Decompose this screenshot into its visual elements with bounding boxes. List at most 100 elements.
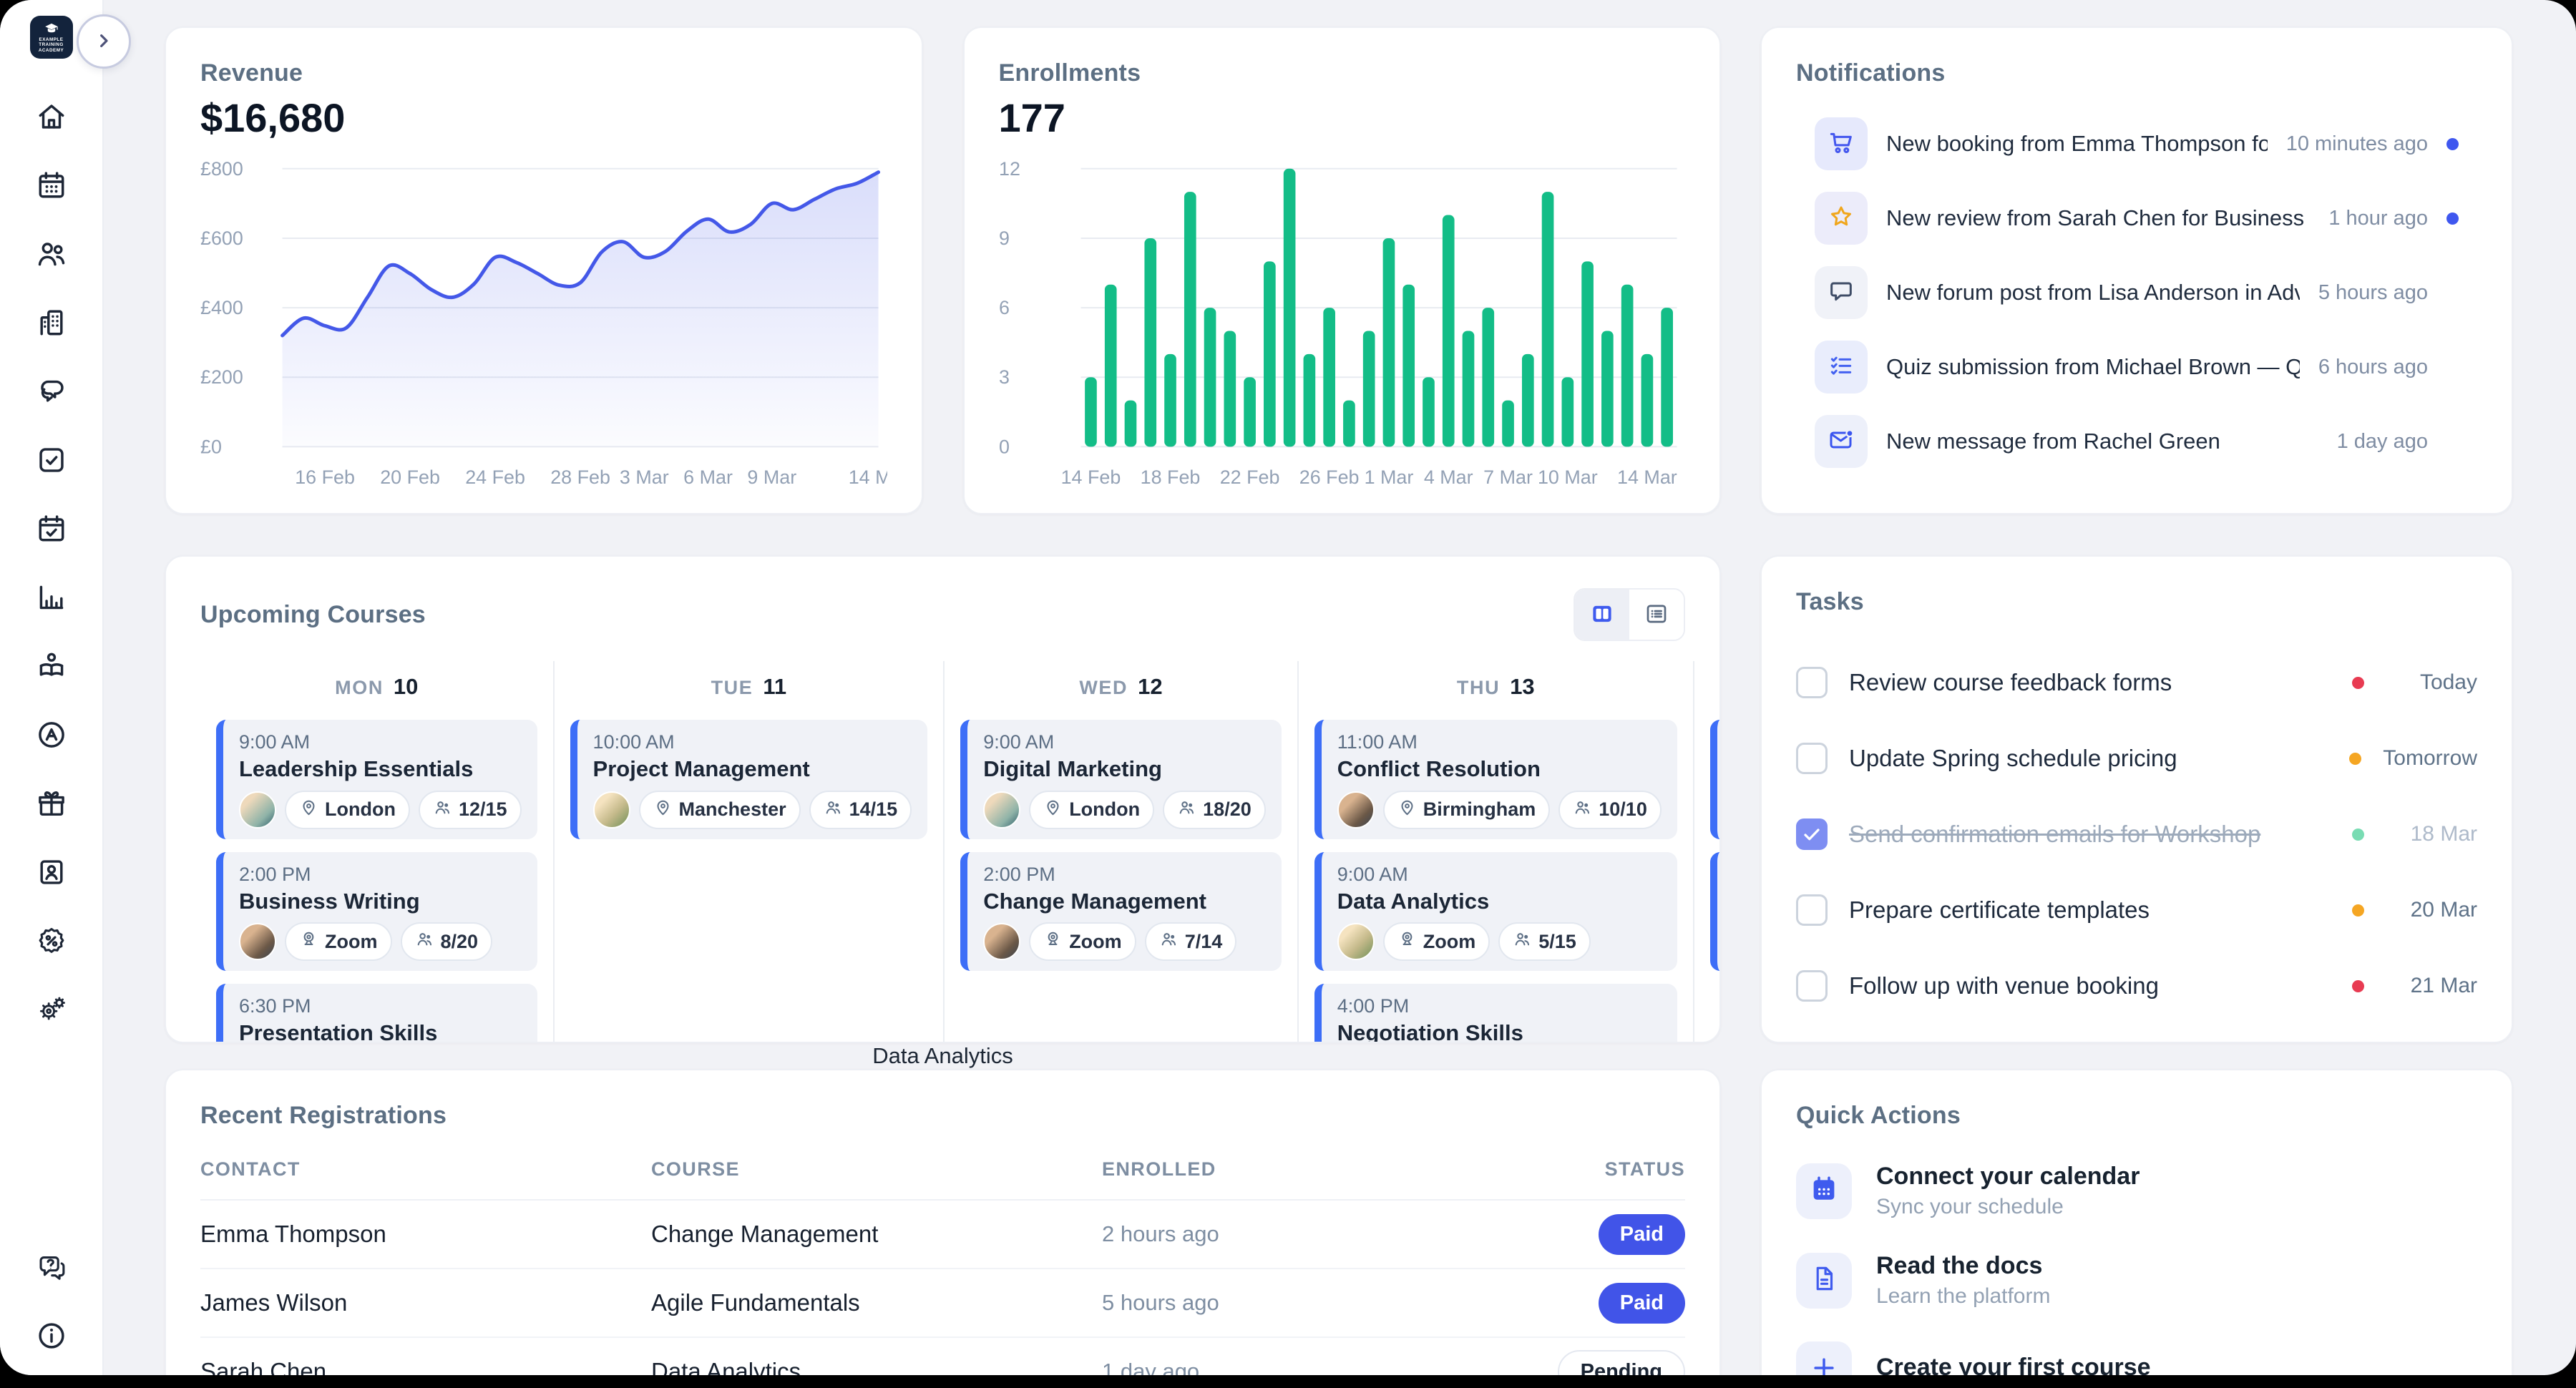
main-content: Revenue $16,680 £0 £200 £400 £600 £800 16 Feb… [104,0,2576,1375]
quick-action-item[interactable]: Create your first course [1796,1341,2477,1375]
sidebar-item-organizations[interactable] [11,289,92,358]
svg-text:9: 9 [999,228,1010,249]
sidebar-item-home[interactable] [11,83,92,152]
course-card[interactable]: 3:00 PM Strategic Planning London 9/12 [1709,720,1719,839]
course-meta: Birmingham 10/10 [1337,790,1662,829]
task-item: Follow up with venue booking 21 Mar [1796,948,2477,1024]
tasks-list: Review course feedback forms Today Updat… [1796,645,2477,1024]
sidebar-item-attendees[interactable] [11,220,92,289]
day-courses: 10:00 AM Project Management Manchester 1… [570,720,928,839]
course-time: 9:00 AM [983,731,1055,753]
table-row[interactable]: Emma Thompson Change Management 2 hours … [200,1201,1685,1269]
svg-text:9 Mar: 9 Mar [747,466,796,488]
task-label: Review course feedback forms [1849,669,2172,695]
svg-text:6: 6 [999,297,1010,318]
sidebar-item-calendar[interactable] [11,152,92,220]
course-name: Data Analytics [1337,888,1490,914]
recent-registrations-card: Recent Registrations CONTACT COURSE ENRO… [165,1069,1721,1375]
course-time: 2:00 PM [983,863,1055,885]
task-item: Prepare certificate templates 20 Mar [1796,872,2477,948]
table-row[interactable]: Sarah Chen Data Analytics 1 day ago Pend… [200,1338,1685,1375]
sidebar-item-rewards[interactable] [11,770,92,839]
due-dot [2352,828,2364,841]
task-due: 18 Mar [2410,822,2477,846]
graduation-cap-icon [43,21,60,37]
course-card[interactable]: 9:00 AM Digital Marketing London 18/20 [960,720,1282,839]
sidebar-expand-button[interactable] [77,14,131,69]
location-chip: London [1029,790,1155,829]
svg-text:3 Mar: 3 Mar [620,466,669,488]
cell-course: Data Analytics [651,1358,801,1375]
notification-time: 1 hour ago [2328,206,2428,230]
enrollments-value: 177 [998,95,1065,140]
enrollments-title: Enrollments [998,59,1141,87]
sidebar-item-discounts[interactable] [11,907,92,976]
svg-text:1 Mar: 1 Mar [1364,466,1413,488]
day-label: THU [1456,677,1501,698]
quick-action-title: Create your first course [1876,1353,2151,1376]
course-card[interactable]: 6:30 PM Presentation Skills Zoom 6/12 [216,984,537,1042]
location-chip: Manchester [638,790,801,829]
course-card[interactable]: 4:00 PM Negotiation Skills Zoom 3/10 [1314,984,1677,1043]
svg-text:£800: £800 [200,158,243,180]
task-checkbox[interactable] [1796,667,1828,698]
notification-icon-tile [1815,117,1868,170]
course-card[interactable]: 10:00 AM Project Management Manchester 1… [570,720,928,839]
instructor-avatar [983,923,1021,961]
sidebar-item-help[interactable] [11,1233,92,1302]
capacity-chip: 10/10 [1558,790,1662,829]
sidebar-item-tasks[interactable] [11,426,92,495]
course-card[interactable]: 10:00 AM Agile Fundamentals Manchester 1… [1709,851,1719,972]
task-checkbox[interactable] [1796,818,1828,850]
course-name: Negotiation Skills [1337,1020,1523,1043]
svg-text:3: 3 [999,366,1010,388]
sidebar-item-contacts[interactable] [11,839,92,907]
course-card[interactable]: 2:00 PM Business Writing Zoom 8/20 [216,851,537,972]
col-contact: CONTACT [200,1158,301,1180]
quick-action-item[interactable]: Connect your calendar Sync your schedule [1796,1163,2477,1219]
location-chip: Zoom [1382,922,1491,962]
instructor-avatar [239,923,276,961]
task-checkbox[interactable] [1796,970,1828,1002]
day-column: FRI 14 3:00 PM Strategic Planning [1692,661,1719,1042]
app-logo[interactable]: EXAMPLE TRAINING ACADEMY [29,16,73,59]
sidebar-item-apps[interactable] [11,701,92,770]
notification-item[interactable]: New forum post from Lisa Anderson in Adv… [1796,258,2477,328]
location-chip: Zoom [285,922,392,962]
notification-time: 6 hours ago [2318,355,2428,378]
quick-action-item[interactable]: Read the docs Learn the platform [1796,1252,2477,1309]
list-view-button[interactable] [1629,590,1684,640]
grid-view-button[interactable] [1575,590,1629,640]
course-card[interactable]: 11:00 AM Conflict Resolution Birmingham … [1314,720,1677,839]
course-card[interactable]: 9:00 AM Leadership Essentials London 12/… [216,720,537,839]
course-meta: Zoom 8/20 [239,922,522,962]
course-card[interactable]: 9:00 AM Data Analytics Zoom 5/15 [1314,851,1677,972]
task-label: Update Spring schedule pricing [1849,745,2177,771]
notification-item[interactable]: New review from Sarah Chen for Business … [1796,183,2477,253]
day-column: WED 12 9:00 AM Digital Marketing [943,661,1297,1042]
notification-item[interactable]: New message from Rachel Green 1 day ago [1796,406,2477,476]
sidebar-item-reports[interactable] [11,564,92,632]
course-card[interactable]: 2:00 PM Change Management Zoom 7/14 [960,851,1282,972]
sidebar-item-settings[interactable] [11,976,92,1045]
notification-item[interactable]: New booking from Emma Thompson for… 10 m… [1796,109,2477,179]
sidebar-item-bookings[interactable] [11,495,92,564]
notification-text: New message from Rachel Green [1886,429,2220,454]
table-row[interactable]: James Wilson Agile Fundamentals 5 hours … [200,1269,1685,1338]
notifications-card: Notifications New booking from Emma Thom… [1760,26,2513,514]
notification-item[interactable]: Quiz submission from Michael Brown — Qu…… [1796,332,2477,402]
course-name: Conflict Resolution [1337,756,1541,782]
capacity-chip: 12/15 [418,790,522,829]
cell-course: Agile Fundamentals [651,1289,860,1316]
quick-action-subtitle: Learn the platform [1876,1284,2051,1308]
cell-contact: Emma Thompson [200,1221,386,1247]
svg-text:22 Feb: 22 Feb [1219,466,1279,488]
course-time: 10:00 AM [592,731,675,753]
sidebar-item-conversations[interactable] [11,358,92,426]
task-checkbox[interactable] [1796,894,1828,926]
sidebar-item-courses[interactable] [11,632,92,701]
day-courses: 9:00 AM Digital Marketing London 18/20 [960,720,1282,972]
task-checkbox[interactable] [1796,743,1828,774]
course-meta: Zoom 5/15 [1337,922,1662,962]
sidebar-item-info[interactable] [11,1302,92,1371]
